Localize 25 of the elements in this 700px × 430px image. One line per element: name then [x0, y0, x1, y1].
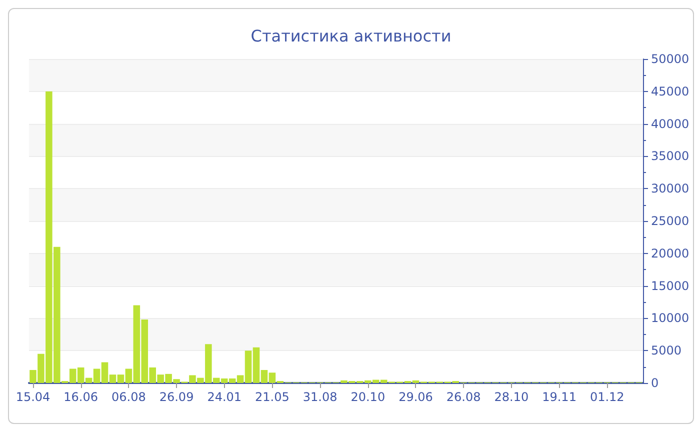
x-tick-label: 06.08 — [111, 390, 146, 404]
x-tick-label: 01.12 — [590, 390, 624, 404]
x-tick-label: 26.08 — [446, 390, 481, 404]
y-tick-label: 50000 — [651, 52, 690, 66]
y-tick-label: 20000 — [651, 246, 690, 260]
x-tick-label: 20.10 — [350, 390, 386, 404]
x-tick-label: 26.09 — [159, 390, 194, 404]
x-tick-label: 29.06 — [398, 390, 433, 404]
y-tick-label: 35000 — [651, 149, 690, 164]
y-tick-label: 25000 — [651, 214, 690, 228]
x-tick-label: 21.05 — [255, 390, 290, 404]
x-tick-label: 16.06 — [64, 390, 98, 404]
chart-title: Статистика активности — [250, 26, 452, 46]
y-tick-label: 30000 — [651, 182, 690, 196]
x-tick-label: 31.08 — [302, 390, 338, 404]
x-tick-label: 19.11 — [542, 390, 576, 404]
y-tick-label: 40000 — [651, 116, 690, 131]
x-tick-label: 24.01 — [207, 390, 242, 404]
y-tick-label: 45000 — [651, 84, 690, 98]
y-tick-label: 10000 — [651, 311, 690, 326]
y-tick-label: 15000 — [651, 278, 690, 293]
x-tick-label: 28.10 — [494, 390, 529, 404]
y-tick-label: 5000 — [651, 344, 682, 358]
y-tick-label: 0 — [651, 376, 659, 390]
x-tick-label: 15.04 — [16, 390, 50, 404]
